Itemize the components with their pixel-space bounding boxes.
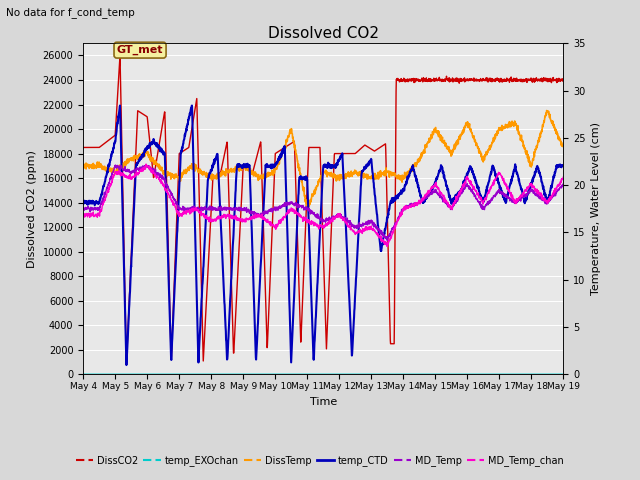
Line: MD_Temp: MD_Temp bbox=[83, 165, 563, 240]
Y-axis label: Dissolved CO2 (ppm): Dissolved CO2 (ppm) bbox=[27, 150, 37, 268]
DissCO2 bbox=[458, 76, 465, 82]
MD_Temp bbox=[300, 205, 308, 211]
DissCO2 bbox=[313, 144, 321, 150]
MD_Temp bbox=[79, 205, 87, 211]
X-axis label: Time: Time bbox=[310, 396, 337, 407]
DissCO2 bbox=[104, 138, 111, 144]
MD_Temp_chan bbox=[383, 243, 391, 249]
DissCO2 bbox=[546, 78, 554, 84]
MD_Temp bbox=[458, 190, 465, 196]
temp_CTD bbox=[559, 163, 567, 169]
MD_Temp_chan bbox=[559, 174, 567, 180]
temp_CTD bbox=[104, 168, 111, 173]
MD_Temp bbox=[313, 212, 321, 218]
Text: GT_met: GT_met bbox=[117, 45, 163, 55]
Line: temp_CTD: temp_CTD bbox=[83, 106, 563, 365]
Line: DissTemp: DissTemp bbox=[83, 110, 563, 209]
MD_Temp bbox=[383, 238, 391, 243]
temp_CTD bbox=[188, 103, 196, 108]
MD_Temp_chan bbox=[104, 190, 111, 195]
DissCO2 bbox=[116, 54, 124, 60]
temp_EXOchan bbox=[545, 372, 553, 377]
DissTemp bbox=[458, 132, 465, 138]
MD_Temp bbox=[111, 162, 119, 168]
DissTemp bbox=[546, 113, 554, 119]
temp_CTD bbox=[301, 176, 308, 181]
DissCO2 bbox=[79, 144, 87, 150]
MD_Temp_chan bbox=[458, 186, 465, 192]
MD_Temp_chan bbox=[300, 216, 308, 221]
MD_Temp bbox=[546, 197, 554, 203]
DissTemp bbox=[300, 185, 308, 191]
Legend: DissCO2, temp_EXOchan, DissTemp, temp_CTD, MD_Temp, MD_Temp_chan: DissCO2, temp_EXOchan, DissTemp, temp_CT… bbox=[72, 452, 568, 470]
temp_CTD bbox=[313, 287, 321, 293]
MD_Temp_chan bbox=[79, 211, 87, 217]
temp_EXOchan bbox=[545, 372, 553, 377]
Title: Dissolved CO2: Dissolved CO2 bbox=[268, 25, 379, 41]
DissTemp bbox=[304, 206, 312, 212]
temp_EXOchan bbox=[79, 372, 87, 377]
MD_Temp bbox=[559, 182, 567, 188]
MD_Temp bbox=[104, 185, 111, 191]
temp_EXOchan bbox=[313, 372, 321, 377]
MD_Temp_chan bbox=[142, 161, 150, 167]
temp_EXOchan bbox=[104, 372, 111, 377]
temp_EXOchan bbox=[458, 372, 465, 377]
DissCO2 bbox=[301, 254, 308, 260]
DissCO2 bbox=[123, 361, 131, 367]
temp_CTD bbox=[123, 362, 131, 368]
DissCO2 bbox=[546, 78, 554, 84]
temp_CTD bbox=[546, 193, 554, 199]
Text: No data for f_cond_temp: No data for f_cond_temp bbox=[6, 7, 135, 18]
DissTemp bbox=[559, 143, 567, 148]
MD_Temp_chan bbox=[546, 196, 554, 202]
temp_CTD bbox=[79, 199, 87, 204]
DissTemp bbox=[546, 115, 554, 120]
temp_CTD bbox=[546, 193, 554, 199]
DissTemp bbox=[104, 166, 111, 172]
DissTemp bbox=[79, 163, 87, 168]
Y-axis label: Temperature, Water Level (cm): Temperature, Water Level (cm) bbox=[591, 122, 601, 295]
temp_EXOchan bbox=[559, 372, 567, 377]
Line: MD_Temp_chan: MD_Temp_chan bbox=[83, 164, 563, 246]
MD_Temp_chan bbox=[313, 222, 321, 228]
temp_EXOchan bbox=[300, 372, 308, 377]
DissTemp bbox=[543, 108, 550, 113]
MD_Temp bbox=[546, 197, 554, 203]
temp_CTD bbox=[458, 187, 465, 192]
MD_Temp_chan bbox=[546, 196, 554, 202]
Line: DissCO2: DissCO2 bbox=[83, 57, 563, 364]
DissCO2 bbox=[559, 77, 567, 83]
DissTemp bbox=[313, 183, 321, 189]
